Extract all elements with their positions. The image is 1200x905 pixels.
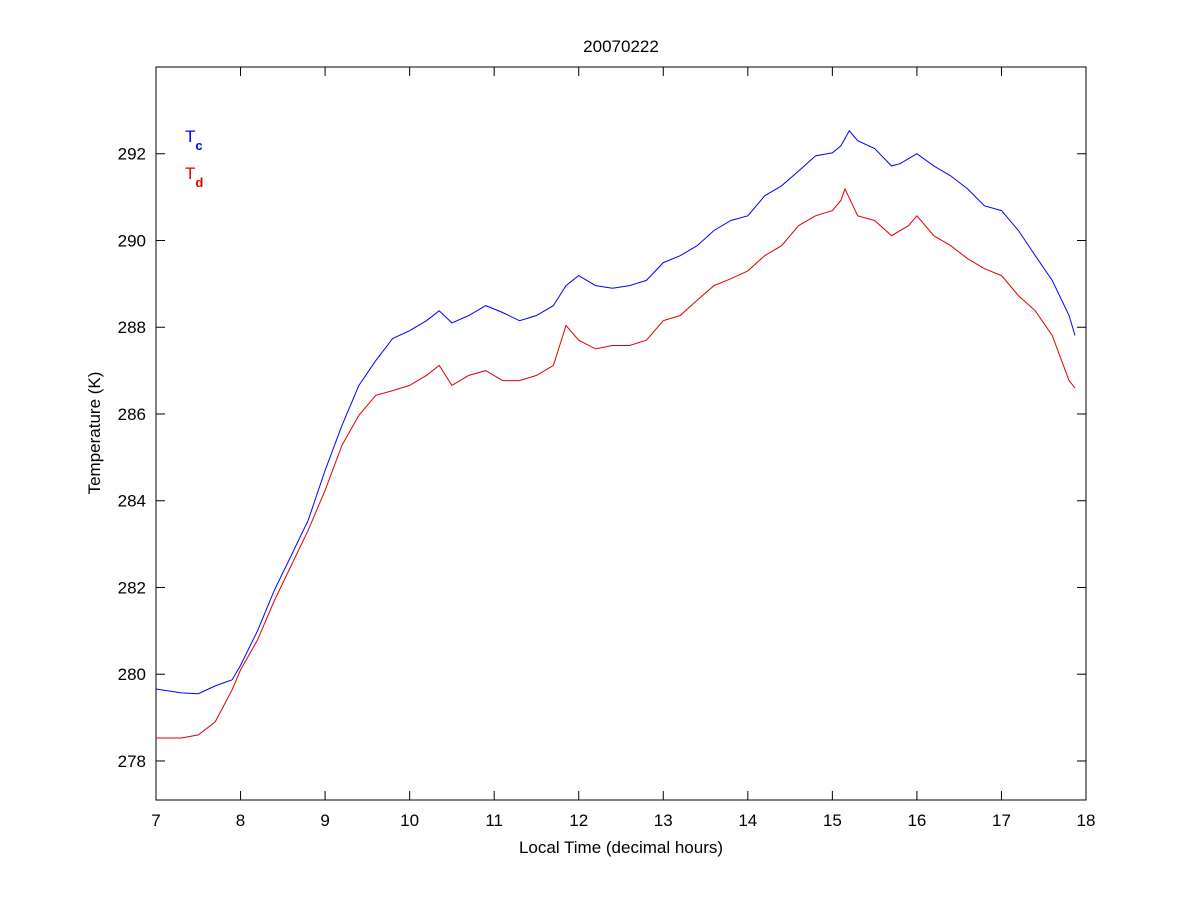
x-tick-label: 16 (907, 811, 926, 830)
y-tick-label: 290 (118, 231, 146, 250)
x-tick-label: 15 (823, 811, 842, 830)
x-tick-label: 11 (485, 811, 503, 830)
x-tick-label: 8 (236, 811, 245, 830)
series-line-td (156, 187, 1076, 739)
y-axis-label: Temperature (K) (85, 372, 104, 495)
plot-area (155, 66, 1087, 801)
y-tick-label: 284 (118, 492, 146, 511)
legend-entry-td: Td (185, 164, 203, 190)
x-tick-label: 10 (400, 811, 419, 830)
y-tick-label: 288 (118, 318, 146, 337)
chart-title: 20070222 (583, 37, 659, 56)
x-tick-label: 12 (569, 811, 588, 830)
y-tick-label: 286 (118, 405, 146, 424)
x-tick-label: 14 (738, 811, 757, 830)
series-line-tc (155, 129, 1076, 695)
x-tick-label: 13 (654, 811, 673, 830)
x-tick-label: 18 (1077, 811, 1096, 830)
x-tick-label: 9 (320, 811, 329, 830)
y-tick-label: 292 (118, 145, 146, 164)
x-axis-label: Local Time (decimal hours) (519, 838, 723, 857)
x-tick-label: 7 (151, 811, 160, 830)
legend-entry-tc: Tc (185, 127, 203, 153)
y-tick-label: 278 (118, 752, 146, 771)
legend: Tc Td (185, 127, 203, 190)
y-tick-label: 280 (118, 665, 146, 684)
y-tick-label: 282 (118, 578, 146, 597)
x-tick-label: 17 (992, 811, 1011, 830)
